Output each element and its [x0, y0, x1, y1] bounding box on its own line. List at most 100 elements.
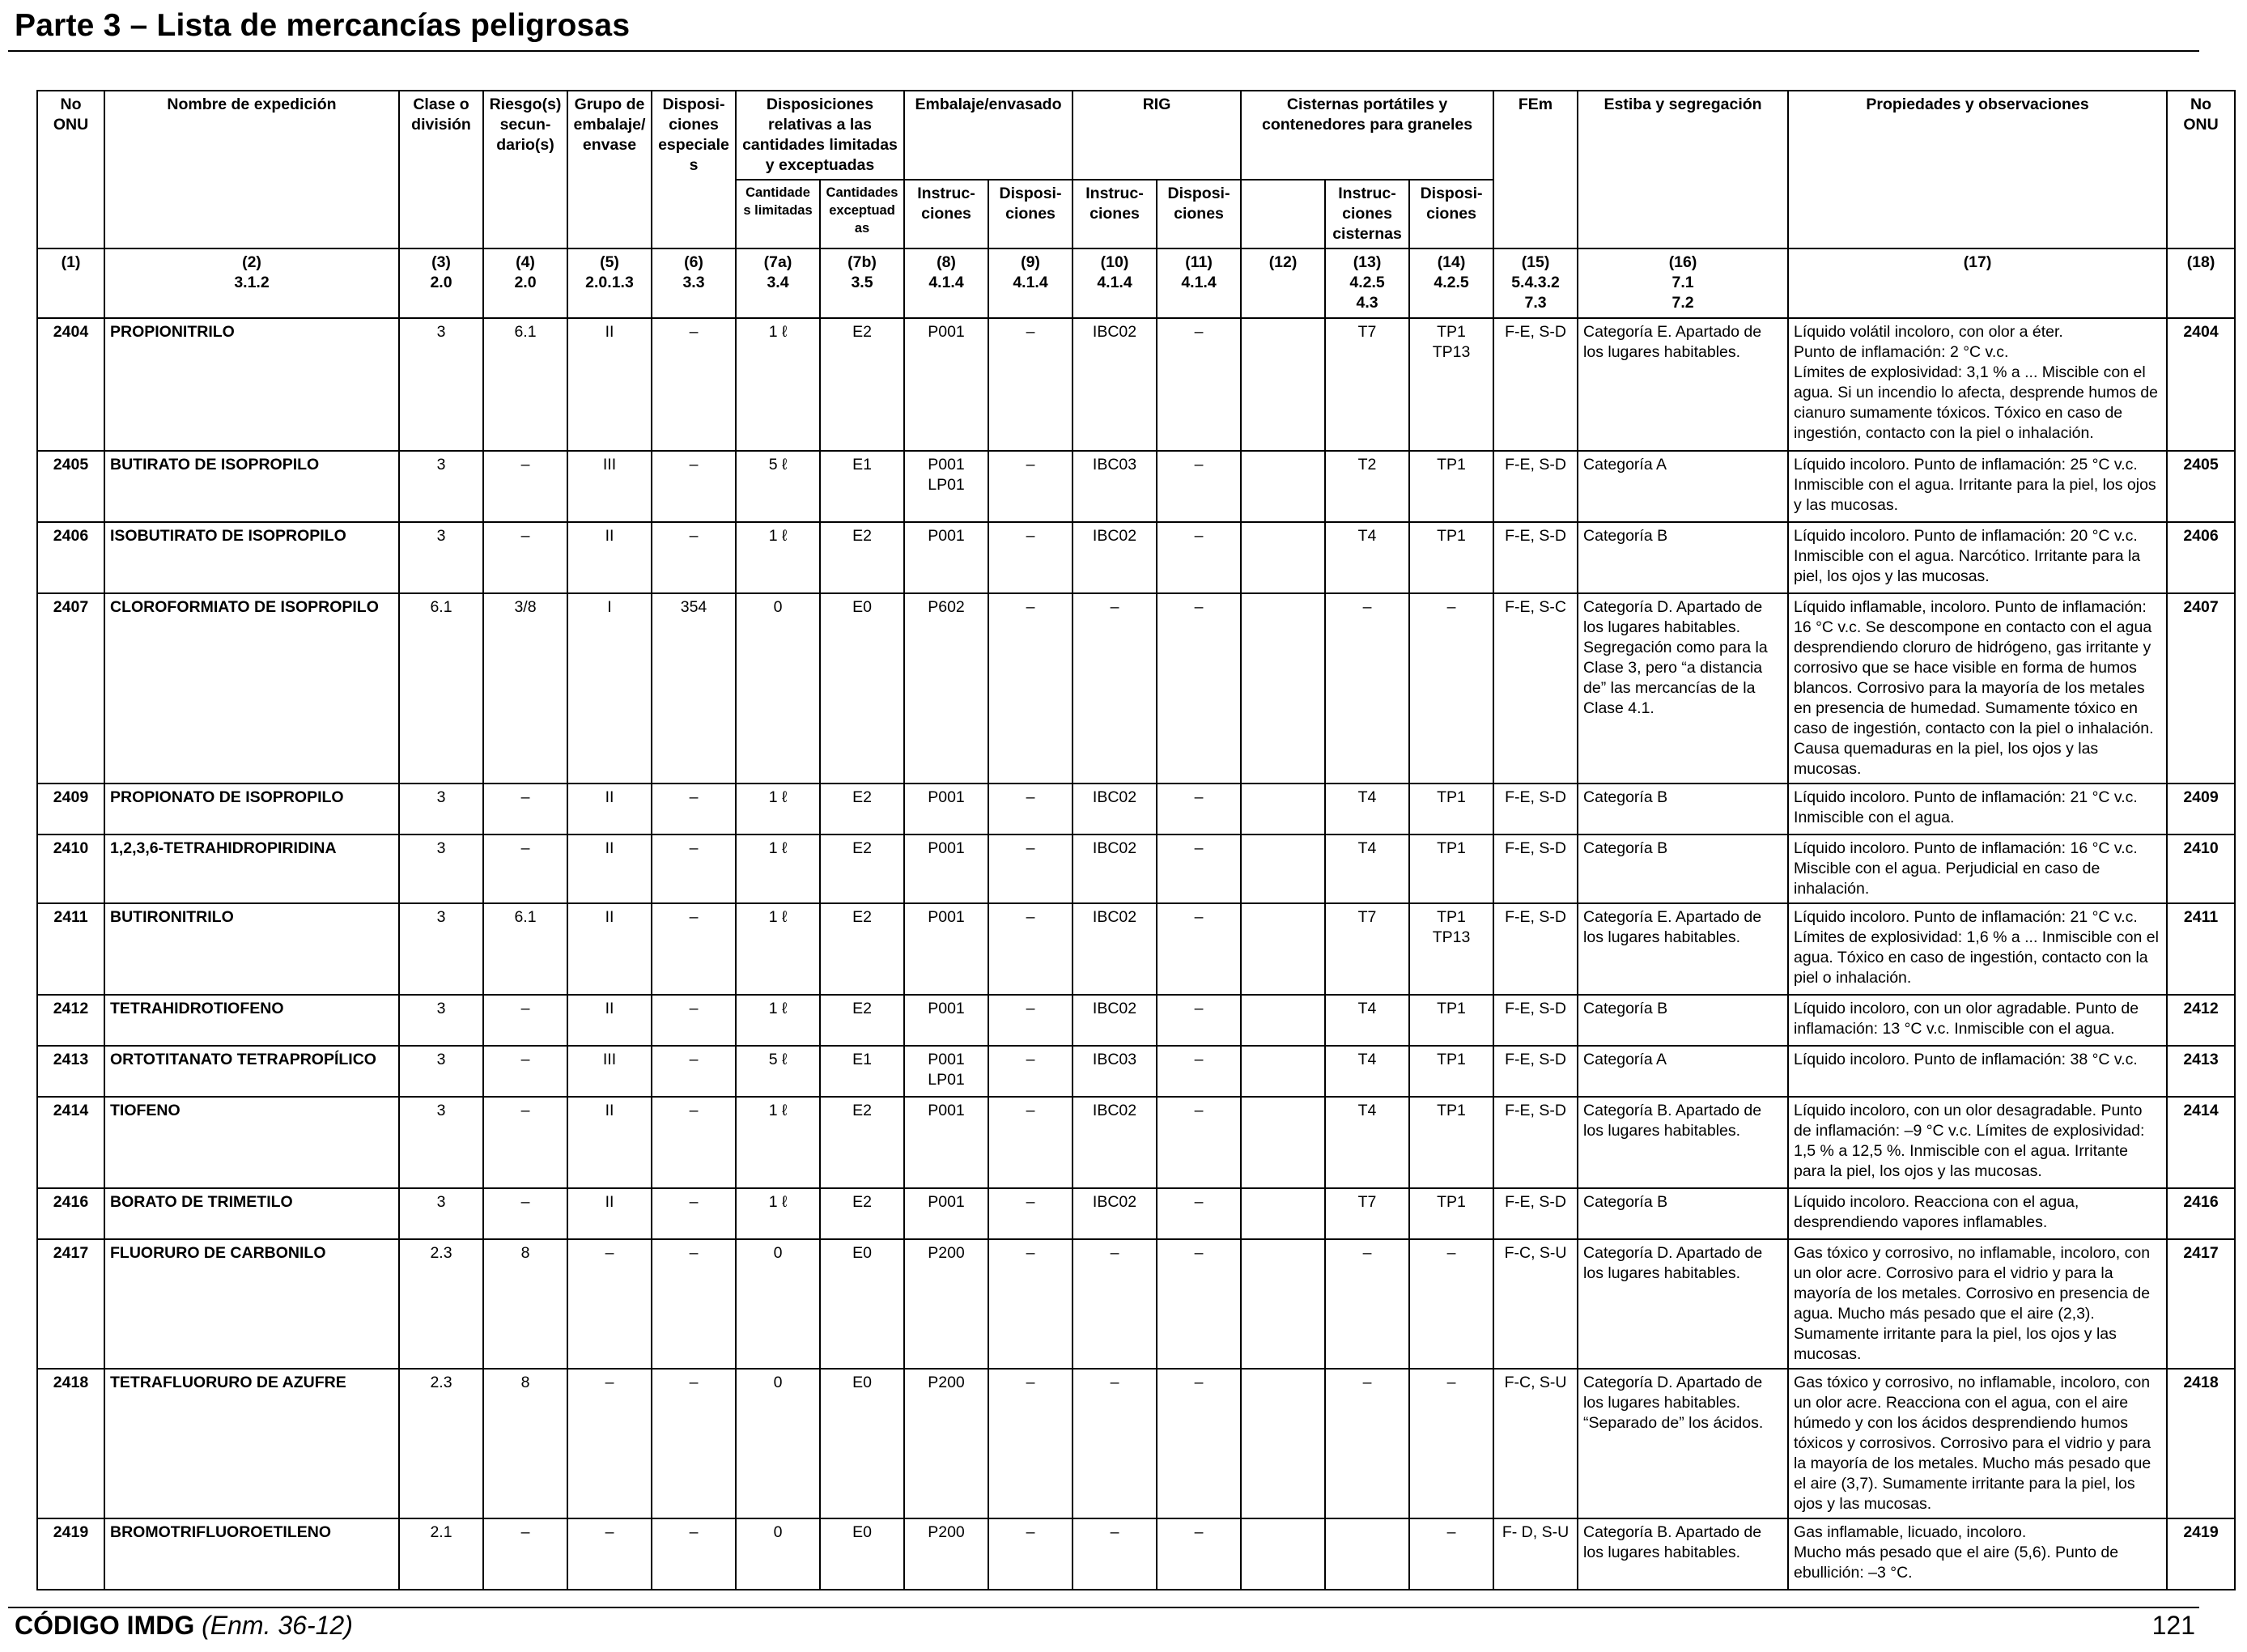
stowage-cell: Categoría B. Apartado de los lugares hab…	[1577, 1096, 1790, 1189]
ibc-instruction-cell: IBC03	[1072, 1045, 1158, 1098]
column-number-cell: (6) 3.3	[651, 248, 737, 319]
subsidiary-risk-cell: –	[482, 1096, 568, 1189]
column-number-cell: (5) 2.0.1.3	[567, 248, 652, 319]
excepted-quantity-cell: E0	[819, 1518, 905, 1590]
stowage-cell: Categoría A	[1577, 450, 1790, 523]
un-number-cell: 2406	[36, 521, 105, 594]
tank-provision-cell: TP1 TP13	[1408, 902, 1495, 996]
packing-group-cell: II	[567, 902, 652, 996]
col-header-nombre: Nombre de expedición	[104, 90, 400, 249]
packing-group-cell: III	[567, 450, 652, 523]
subsidiary-risk-cell: 8	[482, 1368, 568, 1519]
footer-code-title: CÓDIGO IMDG	[15, 1611, 195, 1640]
class-cell: 2.1	[398, 1518, 484, 1590]
col-header-grupo: Grupo de embalaje/ envase	[567, 90, 652, 249]
shipping-name-cell: PROPIONITRILO	[104, 317, 400, 452]
tank-instruction-cell	[1324, 1518, 1411, 1590]
tank-provision-cell: –	[1408, 1368, 1495, 1519]
excepted-quantity-cell: E2	[819, 994, 905, 1047]
un-number-right-cell: 2412	[2166, 994, 2236, 1047]
ibc-provision-cell: –	[1156, 1096, 1242, 1189]
stowage-cell: Categoría B	[1577, 994, 1790, 1047]
packing-group-cell: I	[567, 592, 652, 784]
un-number-cell: 2407	[36, 592, 105, 784]
ibc-instruction-cell: –	[1072, 1518, 1158, 1590]
shipping-name-cell: ISOBUTIRATO DE ISOPROPILO	[104, 521, 400, 594]
packing-provision-cell: –	[987, 994, 1074, 1047]
stowage-cell: Categoría B. Apartado de los lugares hab…	[1577, 1518, 1790, 1590]
limited-quantity-cell: 1 ℓ	[735, 994, 821, 1047]
limited-quantity-cell: 0	[735, 1518, 821, 1590]
properties-cell: Gas tóxico y corrosivo, no inflamable, i…	[1787, 1238, 2168, 1370]
col-header-embalaje-instrucciones: Instruc- ciones	[903, 179, 989, 249]
col-header-col12-blank	[1240, 179, 1327, 249]
limited-quantity-cell: 1 ℓ	[735, 902, 821, 996]
stowage-cell: Categoría E. Apartado de los lugares hab…	[1577, 902, 1790, 996]
tank-instruction-cell: T7	[1324, 1187, 1411, 1240]
col12-cell	[1240, 834, 1327, 904]
column-number-cell: (17)	[1787, 248, 2168, 319]
shipping-name-cell: TETRAFLUORURO DE AZUFRE	[104, 1368, 400, 1519]
ibc-provision-cell: –	[1156, 783, 1242, 835]
un-number-cell: 2412	[36, 994, 105, 1047]
tank-provision-cell: TP1	[1408, 1045, 1495, 1098]
ibc-instruction-cell: IBC02	[1072, 783, 1158, 835]
column-number-cell: (3) 2.0	[398, 248, 484, 319]
column-number-cell: (2) 3.1.2	[104, 248, 400, 319]
limited-quantity-cell: 5 ℓ	[735, 1045, 821, 1098]
column-number-cell: (7b) 3.5	[819, 248, 905, 319]
col12-cell	[1240, 450, 1327, 523]
col12-cell	[1240, 521, 1327, 594]
excepted-quantity-cell: E0	[819, 592, 905, 784]
properties-cell: Líquido volátil incoloro, con olor a éte…	[1787, 317, 2168, 452]
special-provisions-cell: –	[651, 1096, 737, 1189]
page-title: Parte 3 – Lista de mercancías peligrosas	[15, 8, 631, 43]
column-number-cell: (14) 4.2.5	[1408, 248, 1495, 319]
ems-cell: F-E, S-D	[1493, 834, 1579, 904]
column-number-cell: (18)	[2166, 248, 2236, 319]
properties-cell: Líquido incoloro. Punto de inflamación: …	[1787, 521, 2168, 594]
packing-provision-cell: –	[987, 783, 1074, 835]
ibc-provision-cell: –	[1156, 1238, 1242, 1370]
stowage-cell: Categoría B	[1577, 1187, 1790, 1240]
un-number-right-cell: 2410	[2166, 834, 2236, 904]
excepted-quantity-cell: E0	[819, 1238, 905, 1370]
col-header-clase: Clase o división	[398, 90, 484, 249]
packing-provision-cell: –	[987, 1045, 1074, 1098]
packing-group-cell: –	[567, 1238, 652, 1370]
un-number-right-cell: 2406	[2166, 521, 2236, 594]
limited-quantity-cell: 5 ℓ	[735, 450, 821, 523]
tank-instruction-cell: T7	[1324, 317, 1411, 452]
un-number-right-cell: 2417	[2166, 1238, 2236, 1370]
tank-provision-cell: TP1	[1408, 834, 1495, 904]
un-number-right-cell: 2418	[2166, 1368, 2236, 1519]
col12-cell	[1240, 902, 1327, 996]
ibc-instruction-cell: IBC02	[1072, 902, 1158, 996]
top-rule	[8, 50, 2199, 52]
special-provisions-cell: –	[651, 783, 737, 835]
shipping-name-cell: CLOROFORMIATO DE ISOPROPILO	[104, 592, 400, 784]
ibc-provision-cell: –	[1156, 834, 1242, 904]
stowage-cell: Categoría B	[1577, 521, 1790, 594]
packing-provision-cell: –	[987, 1518, 1074, 1590]
packing-instruction-cell: P602	[903, 592, 989, 784]
un-number-cell: 2409	[36, 783, 105, 835]
packing-provision-cell: –	[987, 1187, 1074, 1240]
tank-provision-cell: TP1 TP13	[1408, 317, 1495, 452]
table-row: 2416 BORATO DE TRIMETILO 3– II –1 ℓ E2 P001– IB…	[36, 1187, 2236, 1240]
special-provisions-cell: –	[651, 834, 737, 904]
packing-group-cell: II	[567, 317, 652, 452]
packing-group-cell: II	[567, 834, 652, 904]
excepted-quantity-cell: E2	[819, 1187, 905, 1240]
col12-cell	[1240, 1096, 1327, 1189]
un-number-right-cell: 2416	[2166, 1187, 2236, 1240]
ems-cell: F-E, S-D	[1493, 317, 1579, 452]
column-number-cell: (1)	[36, 248, 105, 319]
properties-cell: Líquido incoloro. Punto de inflamación: …	[1787, 450, 2168, 523]
col12-cell	[1240, 1187, 1327, 1240]
col12-cell	[1240, 783, 1327, 835]
packing-provision-cell: –	[987, 1238, 1074, 1370]
ibc-instruction-cell: IBC03	[1072, 450, 1158, 523]
col-header-disposiciones-especiales: Disposi- ciones especiales	[651, 90, 737, 249]
subsidiary-risk-cell: –	[482, 994, 568, 1047]
